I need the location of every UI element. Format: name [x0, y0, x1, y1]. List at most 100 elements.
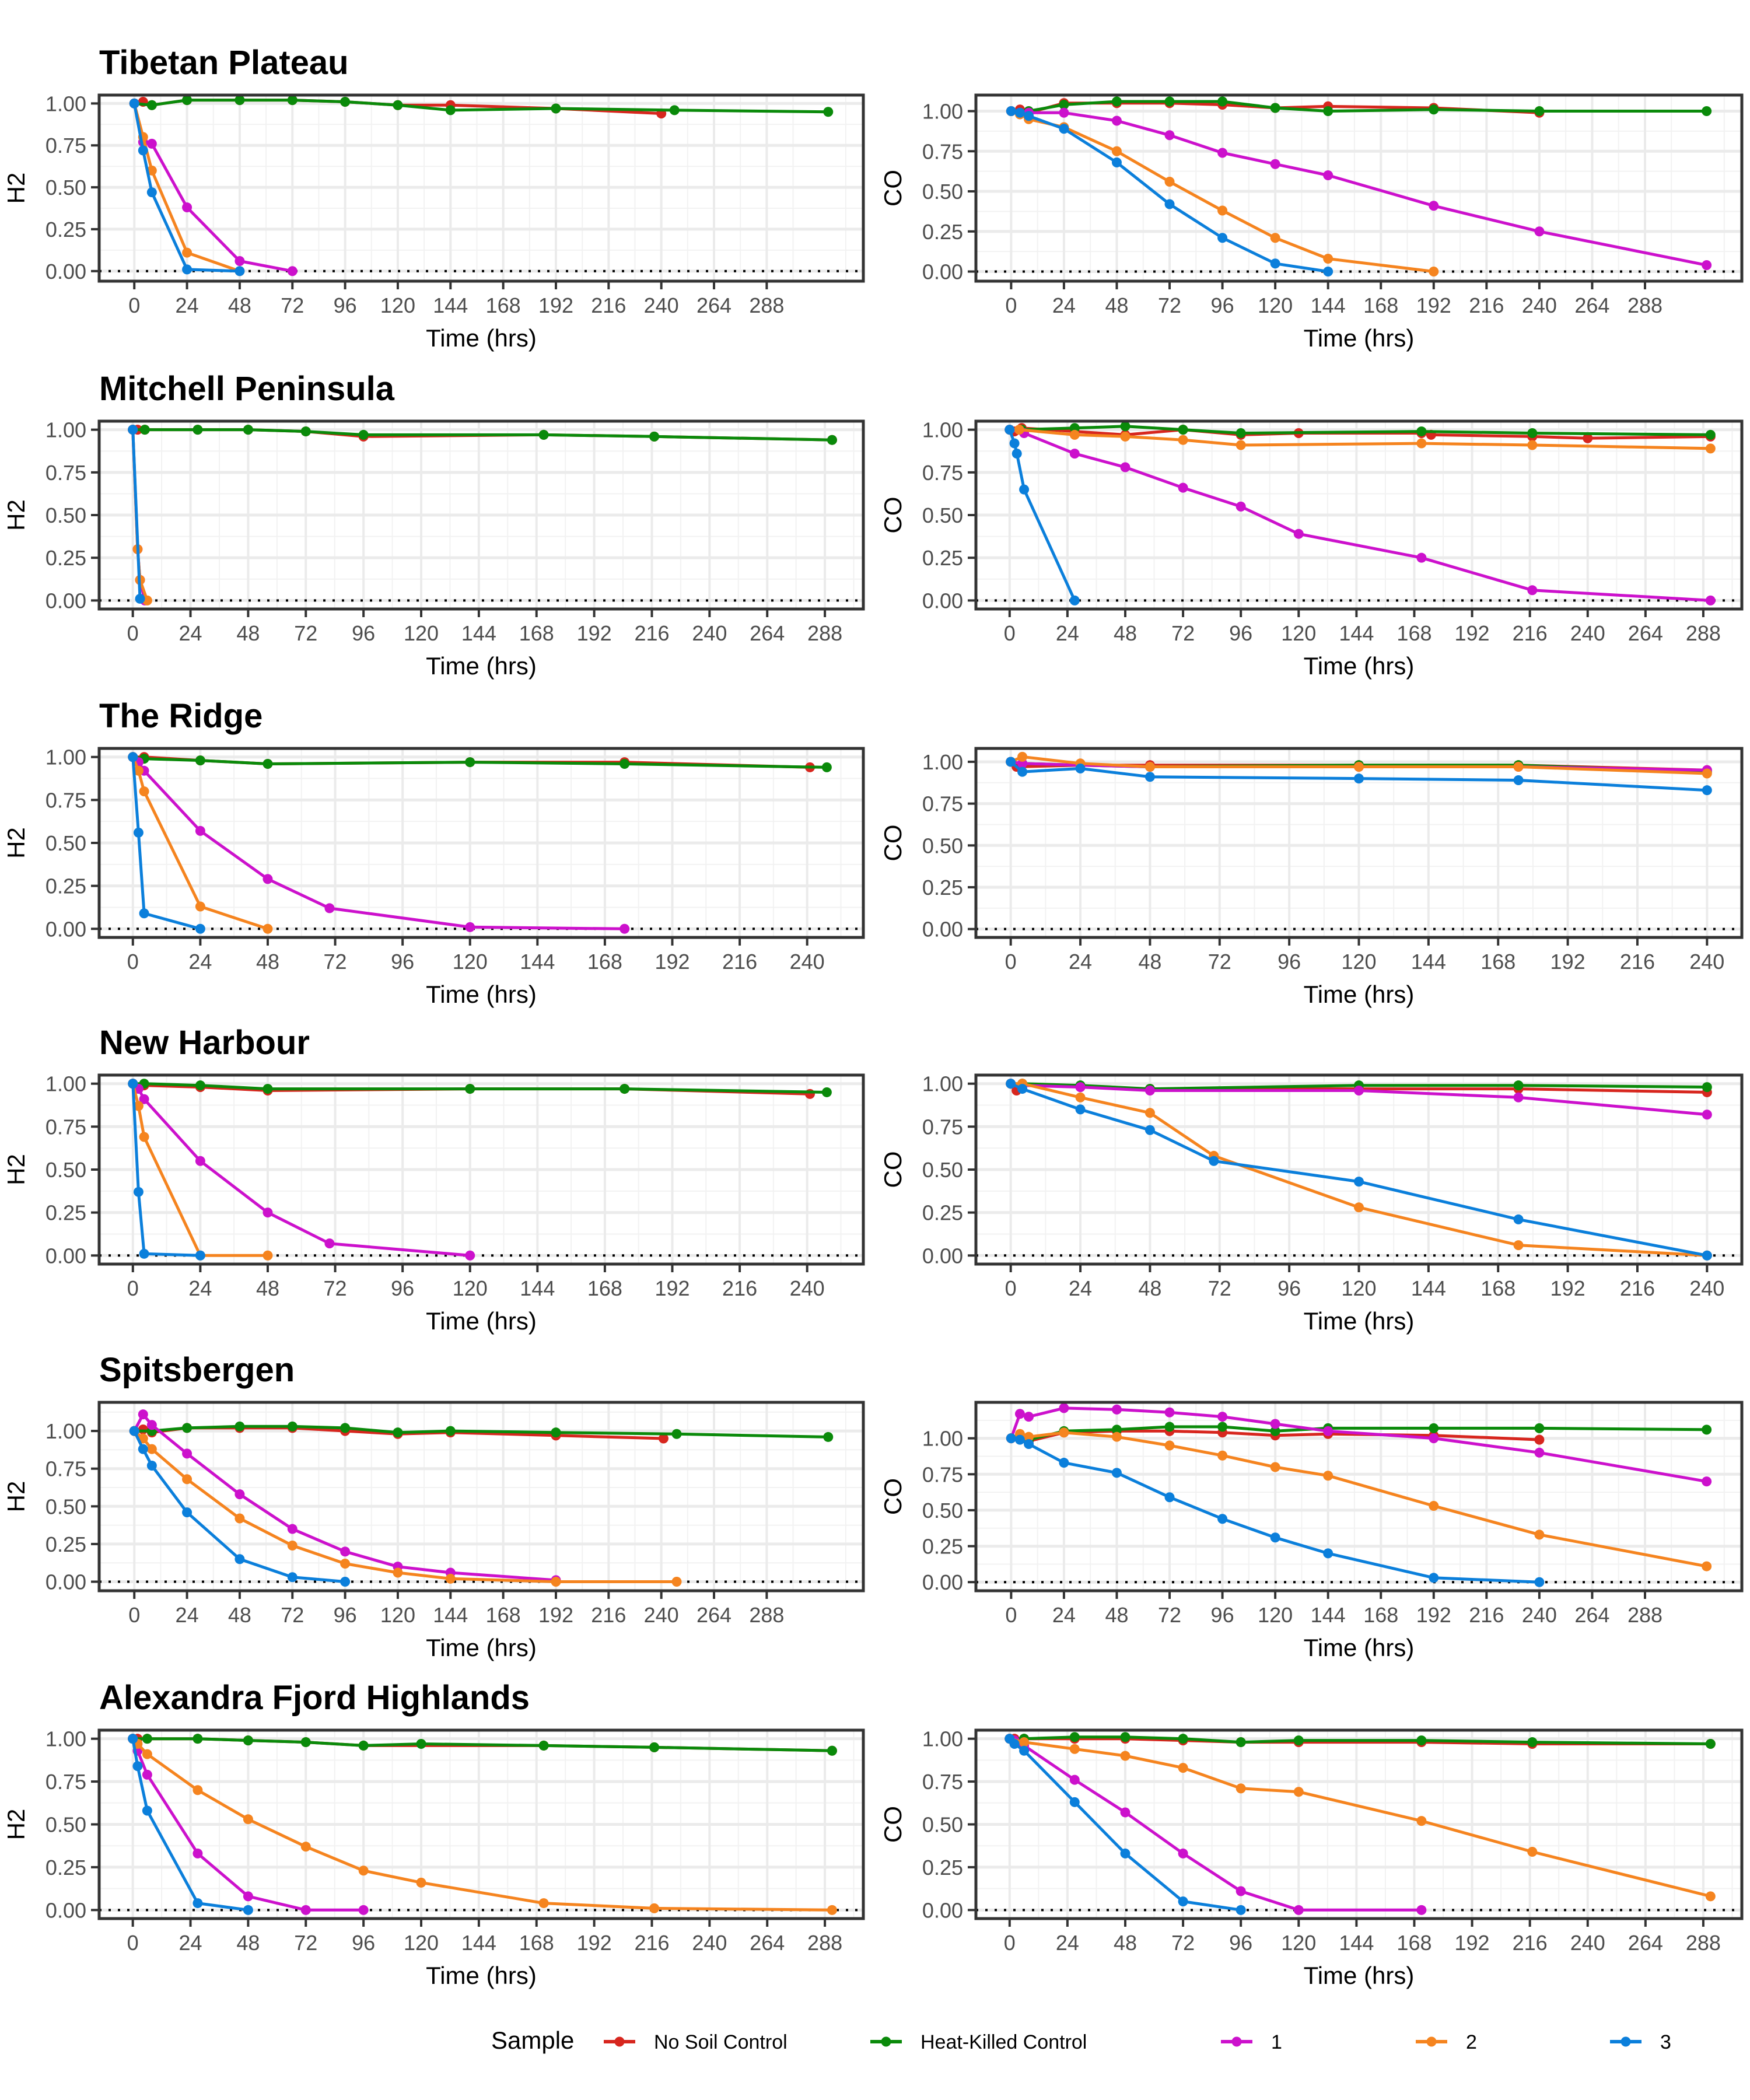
data-point: [1019, 1745, 1030, 1756]
data-point: [195, 825, 205, 836]
data-point: [1006, 1433, 1016, 1444]
data-point: [1069, 429, 1080, 440]
x-tick-label: 24: [188, 1276, 212, 1300]
data-point: [1009, 1738, 1020, 1749]
plot-background: [976, 95, 1742, 281]
data-point: [138, 1424, 148, 1435]
data-point: [1354, 1202, 1364, 1213]
y-tick-label: 0.00: [46, 1244, 86, 1268]
x-tick-label: 48: [1114, 621, 1137, 645]
data-point: [182, 1474, 192, 1485]
data-point: [1164, 1492, 1175, 1503]
x-tick-label: 264: [1574, 293, 1609, 317]
panel-h2-4: 0 24 48 72 96 120 144 168 192 216 240 264 288 0.00 0.2…: [2, 1351, 865, 1661]
y-tick-label: 0.50: [922, 834, 963, 858]
series-line: [1010, 1082, 1707, 1257]
y-axis-title: H2: [2, 1481, 30, 1513]
data-point: [358, 1905, 369, 1915]
x-axis-title: Time (hrs): [1304, 981, 1415, 1008]
data-point: [1702, 1082, 1712, 1093]
x-tick-label: 0: [127, 1931, 139, 1955]
y-tick-label: 1.00: [46, 746, 86, 769]
data-point: [235, 95, 245, 106]
panel-co-2: 0 24 48 72 96 120 144 168 192 216 240 0.00 0.25 0.50 0…: [879, 747, 1744, 1008]
y-tick-label: 0.25: [46, 874, 86, 898]
data-point: [139, 425, 150, 435]
y-tick-label: 0.50: [46, 176, 86, 200]
y-axis-title: CO: [879, 1478, 907, 1515]
x-tick-label: 72: [1158, 1603, 1181, 1627]
x-tick-label: 48: [1105, 1603, 1128, 1627]
y-tick-label: 0.75: [922, 792, 963, 816]
data-point: [1702, 1110, 1712, 1120]
legend-item: No Soil Control: [604, 2031, 788, 2053]
x-tick-label: 192: [538, 293, 573, 317]
data-point: [243, 1735, 253, 1746]
x-axis-title: Time (hrs): [1304, 1634, 1415, 1661]
data-point: [465, 1250, 475, 1261]
x-tick-label: 72: [1171, 1931, 1195, 1955]
data-point: [649, 1903, 660, 1913]
data-point: [1429, 1423, 1439, 1433]
x-tick-label: 144: [1411, 1276, 1446, 1300]
data-point: [671, 1576, 682, 1587]
data-point: [416, 1877, 426, 1888]
data-point: [1059, 107, 1069, 118]
legend-label: No Soil Control: [654, 2031, 788, 2053]
data-point: [182, 1448, 192, 1459]
x-tick-label: 264: [750, 1931, 785, 1955]
x-tick-label: 24: [1056, 621, 1079, 645]
y-tick-label: 0.00: [922, 1898, 963, 1922]
x-tick-label: 240: [1570, 1931, 1605, 1955]
data-point: [1144, 1086, 1155, 1096]
x-tick-label: 216: [1620, 950, 1655, 974]
series-1: [1005, 425, 1716, 606]
y-tick-label: 0.25: [922, 546, 963, 570]
y-tick-label: 0.00: [922, 1244, 963, 1268]
data-point: [235, 266, 245, 276]
series-1: [128, 1079, 475, 1261]
data-point: [1014, 1409, 1025, 1419]
panel-co-1: 0 24 48 72 96 120 144 168 192 216 240 264 288 0.00 0.2…: [879, 418, 1744, 680]
x-tick-label: 96: [352, 621, 375, 645]
series-3: [1005, 425, 1080, 606]
data-point: [340, 1546, 351, 1557]
legend-title: Sample: [491, 2027, 574, 2054]
x-tick-label: 0: [1004, 1931, 1016, 1955]
data-point: [1702, 1561, 1712, 1572]
series-3: [129, 98, 245, 276]
x-tick-label: 240: [692, 621, 727, 645]
data-point: [128, 1079, 138, 1089]
data-point: [1164, 199, 1175, 209]
data-point: [142, 1734, 152, 1744]
x-tick-label: 144: [1411, 950, 1446, 974]
x-tick-label: 120: [453, 1276, 488, 1300]
data-point: [129, 1426, 139, 1436]
y-tick-label: 0.25: [922, 1535, 963, 1559]
data-point: [1024, 1439, 1034, 1450]
data-point: [1702, 785, 1712, 796]
x-tick-label: 192: [538, 1603, 573, 1627]
y-axis-title: CO: [879, 825, 907, 862]
series-1: [1006, 1403, 1712, 1487]
data-point: [1534, 1447, 1545, 1458]
data-point: [300, 1737, 311, 1748]
data-point: [1527, 428, 1538, 438]
data-point: [262, 1084, 273, 1094]
data-point: [1144, 772, 1155, 782]
data-point: [1527, 585, 1538, 596]
panel-title: New Harbour: [99, 1024, 310, 1062]
y-tick-label: 0.25: [46, 546, 86, 570]
data-point: [1429, 201, 1439, 211]
data-point: [1323, 170, 1334, 180]
data-point: [324, 1238, 335, 1249]
x-tick-label: 72: [1171, 621, 1195, 645]
data-point: [1059, 1427, 1069, 1438]
data-point: [1217, 1412, 1228, 1422]
data-point: [1120, 1751, 1130, 1761]
y-tick-label: 1.00: [922, 1072, 963, 1096]
x-tick-label: 144: [461, 621, 496, 645]
data-point: [1120, 431, 1130, 442]
x-tick-label: 264: [696, 293, 732, 317]
data-point: [1164, 1440, 1175, 1451]
